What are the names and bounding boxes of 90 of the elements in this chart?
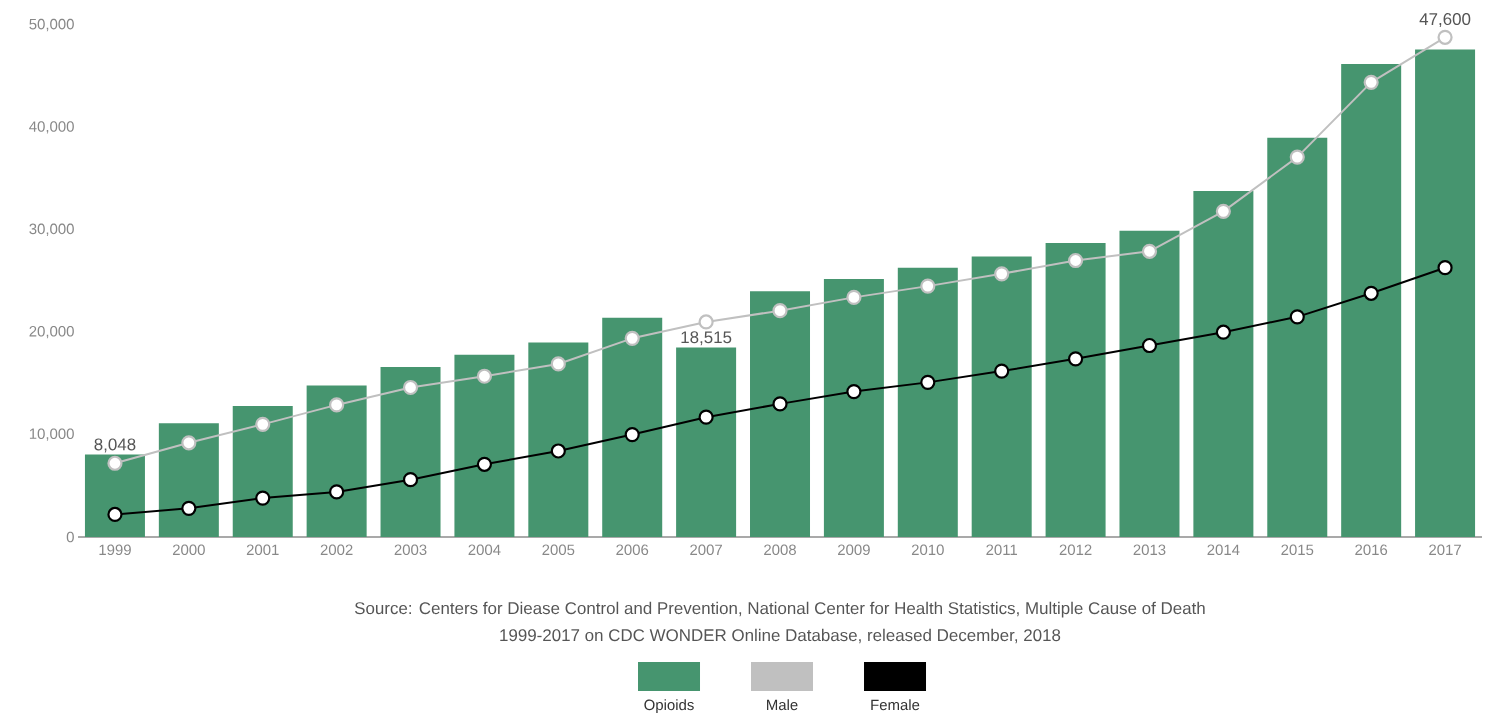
point <box>1141 243 1158 259</box>
bar <box>897 267 958 537</box>
point <box>1289 149 1305 165</box>
bar <box>232 405 293 537</box>
x-tick-label: 2015 <box>1281 544 1314 556</box>
point <box>402 379 419 396</box>
bar <box>1045 243 1106 537</box>
legend-label: Opioids <box>644 699 694 714</box>
bar <box>750 291 811 537</box>
legend-label: Female <box>871 699 920 711</box>
data-label: 8,048 <box>94 438 136 453</box>
point <box>1363 74 1379 90</box>
bar <box>823 278 884 537</box>
bar <box>380 367 441 537</box>
data-label: 47,600 <box>1419 13 1471 28</box>
y-tick-label: 50,000 <box>29 18 74 32</box>
point <box>1067 351 1084 367</box>
y-tick-label: 0 <box>66 531 74 543</box>
x-tick-label: 2000 <box>172 544 205 556</box>
text: 1999-2017 on CDC WONDER Online Database, released December, 2018 <box>500 628 1061 644</box>
x-tick-label: 2009 <box>838 544 870 556</box>
data-label: 18,515 <box>681 331 732 346</box>
point <box>624 427 640 443</box>
point <box>181 500 197 516</box>
y-tick-label: 10,000 <box>29 428 74 441</box>
bar <box>158 423 219 537</box>
point <box>1437 260 1453 276</box>
x-tick-label: 2006 <box>616 544 649 556</box>
point <box>402 472 419 488</box>
x-tick-label: 2010 <box>911 544 944 556</box>
x-tick-label: 2003 <box>394 544 427 556</box>
point <box>181 435 197 451</box>
point <box>550 356 566 372</box>
point <box>1067 252 1084 269</box>
bar <box>1415 49 1476 537</box>
bar <box>84 454 145 537</box>
x-tick-label: 1999 <box>99 544 131 556</box>
bar <box>1119 230 1180 537</box>
x-tick-label: 2002 <box>320 544 353 556</box>
point <box>624 330 640 346</box>
point <box>920 278 936 294</box>
point <box>994 266 1010 282</box>
x-tick-label: 2017 <box>1429 544 1461 556</box>
bar <box>454 354 515 537</box>
x-tick-label: 2005 <box>542 544 575 556</box>
point <box>107 455 123 471</box>
point <box>255 416 271 432</box>
point <box>550 443 566 459</box>
x-tick-label: 2013 <box>1133 544 1166 556</box>
bar <box>528 342 589 537</box>
point <box>1363 285 1379 301</box>
source-note: Source: Centers for Diease Control and Prevention, National Center for Health Statistics, Multiple Cause of Death <box>354 601 1205 618</box>
point <box>1437 29 1453 45</box>
point <box>476 368 493 384</box>
x-tick-label: 2008 <box>764 544 796 556</box>
x-tick-label: 2001 <box>246 544 279 556</box>
bar <box>306 385 367 537</box>
point <box>107 506 123 523</box>
point <box>698 409 714 425</box>
x-tick-label: 2004 <box>468 544 501 556</box>
point <box>772 396 788 412</box>
point <box>994 363 1010 379</box>
x-tick-label: 2007 <box>690 544 722 556</box>
bar <box>1341 63 1402 537</box>
point <box>772 303 788 319</box>
bar <box>676 347 737 537</box>
point <box>846 289 862 305</box>
y-tick-label: 20,000 <box>29 326 74 339</box>
bar <box>1193 190 1254 537</box>
y-tick-label: 40,000 <box>29 121 74 134</box>
x-tick-label: 2011 <box>986 544 1018 556</box>
point <box>1215 324 1231 340</box>
point <box>698 314 714 330</box>
bar <box>971 256 1032 537</box>
x-tick-label: 2016 <box>1355 544 1388 556</box>
point <box>255 490 271 506</box>
point <box>1215 203 1231 219</box>
point <box>329 397 345 413</box>
point <box>329 484 345 500</box>
point <box>846 383 862 400</box>
bar <box>1267 137 1328 537</box>
x-tick-label: 2012 <box>1059 544 1092 556</box>
point <box>476 456 493 472</box>
point <box>920 374 936 390</box>
bar <box>602 317 663 537</box>
y-tick-label: 30,000 <box>29 223 74 236</box>
x-tick-label: 2014 <box>1207 544 1240 556</box>
legend-label: Male <box>767 699 798 711</box>
point <box>1289 309 1305 325</box>
point <box>1141 337 1158 354</box>
